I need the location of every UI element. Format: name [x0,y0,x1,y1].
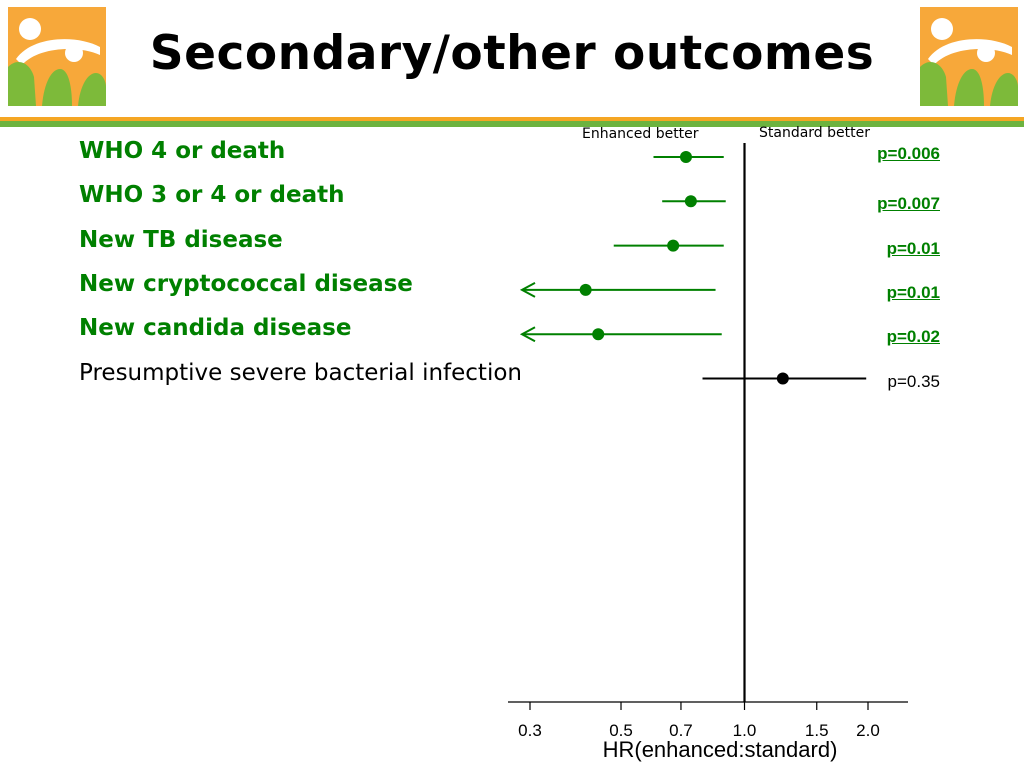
x-tick-label: 2.0 [856,721,880,740]
enhanced-better-label: Enhanced better [582,126,699,142]
hazard-ratio-point [684,195,697,208]
p-value: p=0.006 [877,144,940,163]
outcome-label: New cryptococcal disease [79,270,413,297]
slide-title: Secondary/other outcomes [149,26,875,81]
outcome-label: WHO 3 or 4 or death [79,182,345,209]
header-divider-green [0,121,1024,127]
hazard-ratio-point [776,372,789,385]
p-value: p=0.01 [886,282,940,302]
p-value: p=0.007 [877,194,940,214]
truncation-arrow [519,326,536,343]
outcome-label: New candida disease [79,315,352,342]
x-tick-label: 0.7 [669,721,693,740]
hazard-ratio-point [579,283,592,296]
organization-logo-left [8,7,106,106]
x-tick-label: 0.5 [609,721,633,740]
outcome-label: WHO 4 or death [79,138,286,164]
x-tick-label: 0.3 [518,721,542,740]
standard-better-label: Standard better [759,125,870,141]
outcome-label: Presumptive severe bacterial infection [79,359,522,386]
p-value: p=0.01 [886,238,940,258]
truncation-arrow [519,282,536,298]
x-tick-label: 1.5 [805,721,829,740]
x-tick-label: 1.0 [733,721,757,740]
hazard-ratio-point [679,151,692,163]
hazard-ratio-point [667,239,680,252]
p-value: p=0.02 [886,327,940,347]
x-axis-label: HR(enhanced:standard) [602,737,838,762]
outcome-label: New TB disease [79,226,283,253]
header-divider-orange [0,117,1024,121]
hazard-ratio-point [592,328,605,341]
p-value: p=0.35 [887,371,940,391]
organization-logo-right [920,7,1018,106]
